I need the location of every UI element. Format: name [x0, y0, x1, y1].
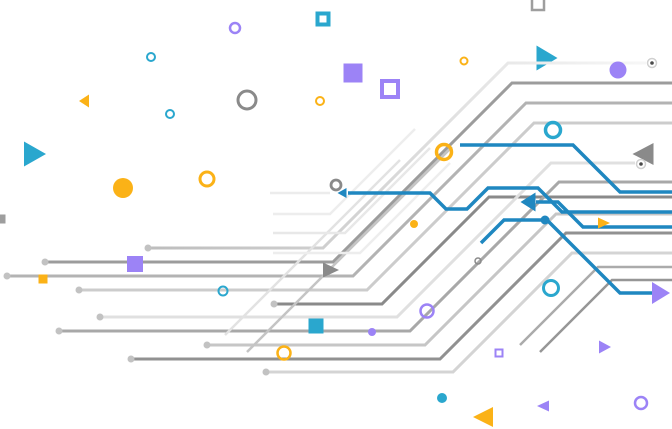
- ring-icon: [329, 178, 343, 192]
- triangle-right-icon: [652, 282, 670, 304]
- triangle-right-icon: [536, 45, 558, 71]
- gray-circuit-line: [273, 147, 431, 235]
- gray-circuit-line: [273, 128, 416, 216]
- ring-icon: [419, 303, 435, 319]
- line-start-dot: [3, 272, 11, 280]
- square-icon: [38, 274, 48, 284]
- line-start-dot: [262, 368, 270, 376]
- gray-circuit-line: [7, 101, 672, 278]
- triangle-left-icon: [79, 94, 89, 108]
- ring-icon: [633, 395, 649, 411]
- triangle-right-icon: [599, 340, 611, 354]
- dot-icon: [540, 215, 550, 225]
- ring-icon: [542, 279, 560, 297]
- line-start-dot: [41, 258, 49, 266]
- dot-icon: [410, 220, 418, 228]
- ring-icon: [236, 89, 258, 111]
- gray-circuit-line: [539, 278, 672, 353]
- triangle-left-icon: [632, 143, 654, 165]
- gray-circuit-line: [148, 61, 646, 250]
- ring-icon: [198, 170, 216, 188]
- line-start-dot: [203, 341, 211, 349]
- gray-circuit-line: [274, 195, 672, 306]
- blue-circuit-line: [460, 143, 672, 194]
- line-end-donut-core: [650, 61, 654, 65]
- ring-icon: [165, 109, 175, 119]
- dot-icon: [437, 393, 447, 403]
- square-icon: [343, 63, 363, 83]
- ring-icon: [543, 120, 563, 140]
- line-start-dot: [55, 327, 63, 335]
- blue-circuit-line: [479, 218, 545, 245]
- gray-circuit-line: [246, 146, 453, 353]
- gray-circuit-line: [207, 212, 672, 347]
- square-icon: [127, 256, 143, 272]
- line-start-dot: [75, 286, 83, 294]
- gray-circuit-line: [519, 265, 672, 346]
- square-outline-icon: [380, 79, 400, 99]
- triangle-right-icon: [323, 262, 339, 278]
- square-outline-icon: [530, 0, 546, 12]
- ring-icon: [228, 21, 242, 35]
- ring-icon: [276, 345, 292, 361]
- blue-circuit-line: [546, 219, 652, 295]
- dot-icon: [368, 328, 376, 336]
- blue-circuit-line: [536, 200, 672, 229]
- gray-circuit-line: [59, 180, 672, 333]
- blue-circuit-line: [348, 186, 672, 214]
- gray-circuit-line: [266, 251, 672, 374]
- triangle-left-icon: [537, 400, 549, 412]
- line-start-dot: [144, 244, 152, 252]
- line-start-dot: [127, 355, 135, 363]
- ring-icon: [217, 285, 229, 297]
- ring-icon: [459, 56, 469, 66]
- triangle-right-icon: [598, 217, 610, 229]
- triangle-left-icon: [337, 188, 347, 198]
- ring-icon: [146, 52, 156, 62]
- line-start-dot: [270, 300, 278, 308]
- dot-icon: [609, 61, 627, 79]
- square-icon: [308, 318, 324, 334]
- gray-circuit-line: [224, 159, 401, 336]
- triangle-left-icon: [520, 192, 536, 212]
- ring-icon: [434, 142, 454, 162]
- blue-circuit-lines: [348, 143, 672, 295]
- line-end-donut-core: [639, 162, 643, 166]
- line-start-dot: [96, 313, 104, 321]
- square-outline-icon: [494, 348, 504, 358]
- gray-circuit-line: [45, 81, 672, 264]
- square-outline-icon: [315, 11, 331, 27]
- triangle-left-icon: [473, 407, 493, 427]
- ring-icon: [474, 257, 482, 265]
- dot-icon: [113, 178, 133, 198]
- square-icon: [0, 214, 6, 224]
- ring-icon: [315, 96, 325, 106]
- triangle-right-icon: [24, 141, 46, 167]
- gray-circuit-line: [79, 121, 672, 292]
- line-endpoint-dots: [3, 57, 658, 376]
